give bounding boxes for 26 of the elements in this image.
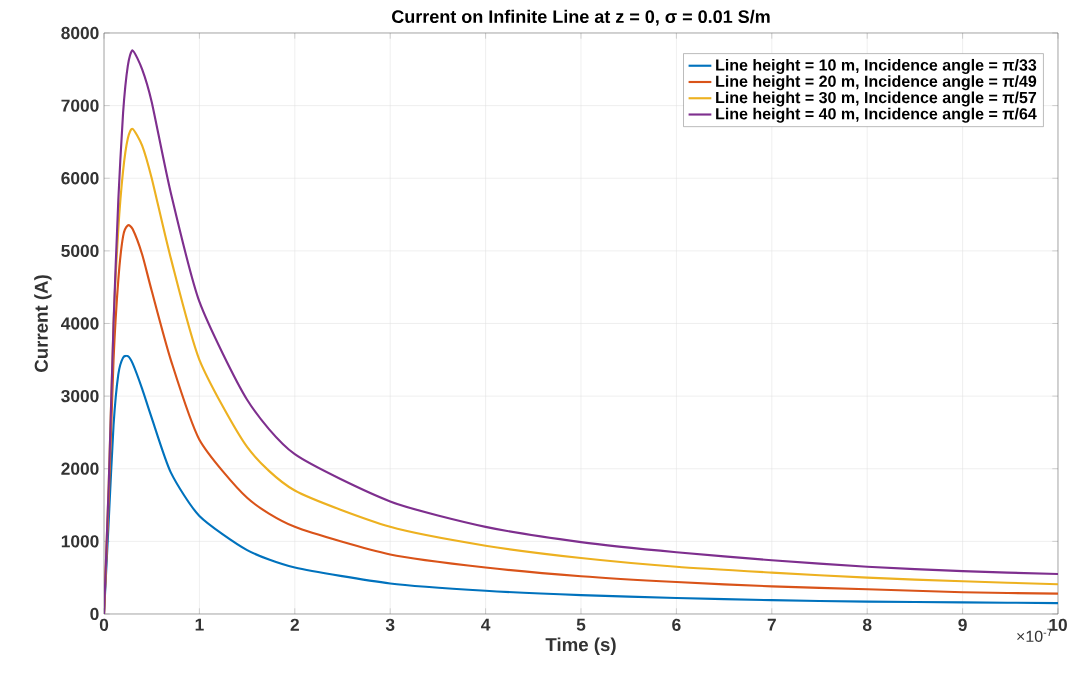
y-tick-label: 6000 xyxy=(61,172,99,185)
legend-label: Line height = 30 m, Incidence angle = π/57 xyxy=(716,91,1037,107)
legend-label: Line height = 20 m, Incidence angle = π/49 xyxy=(716,75,1037,91)
y-tick-label: 5000 xyxy=(61,244,99,257)
x-axis-title: Time (s) xyxy=(545,637,616,655)
legend-label: Line height = 40 m, Incidence angle = π/64 xyxy=(716,107,1037,123)
y-tick-label: 8000 xyxy=(61,26,99,40)
y-tick-label: 4000 xyxy=(61,317,99,330)
x-tick-label: 8 xyxy=(862,618,872,631)
y-tick-label: 0 xyxy=(90,607,99,621)
y-axis-title: Current (A) xyxy=(34,275,52,372)
x-tick-label: 2 xyxy=(290,618,299,631)
x-tick-label: 5 xyxy=(576,618,586,631)
y-tick-label: 1000 xyxy=(61,535,99,548)
x-tick-label: 0 xyxy=(99,618,109,631)
chart-title: Current on Infinite Line at z = 0, σ = 0.01 S/m xyxy=(392,9,770,26)
y-tick-label: 7000 xyxy=(61,99,99,112)
y-tick-label: 2000 xyxy=(61,462,99,475)
x-tick-label: 4 xyxy=(481,618,491,631)
x-tick-label: 9 xyxy=(958,618,967,631)
x-tick-label: 1 xyxy=(195,618,204,631)
y-tick-label: 3000 xyxy=(61,389,99,403)
x-tick-label: 6 xyxy=(672,618,681,631)
legend-label: Line height = 10 m, Incidence angle = π/33 xyxy=(716,58,1037,74)
x-tick-label: 3 xyxy=(385,618,395,631)
x-tick-label: 7 xyxy=(767,618,776,631)
